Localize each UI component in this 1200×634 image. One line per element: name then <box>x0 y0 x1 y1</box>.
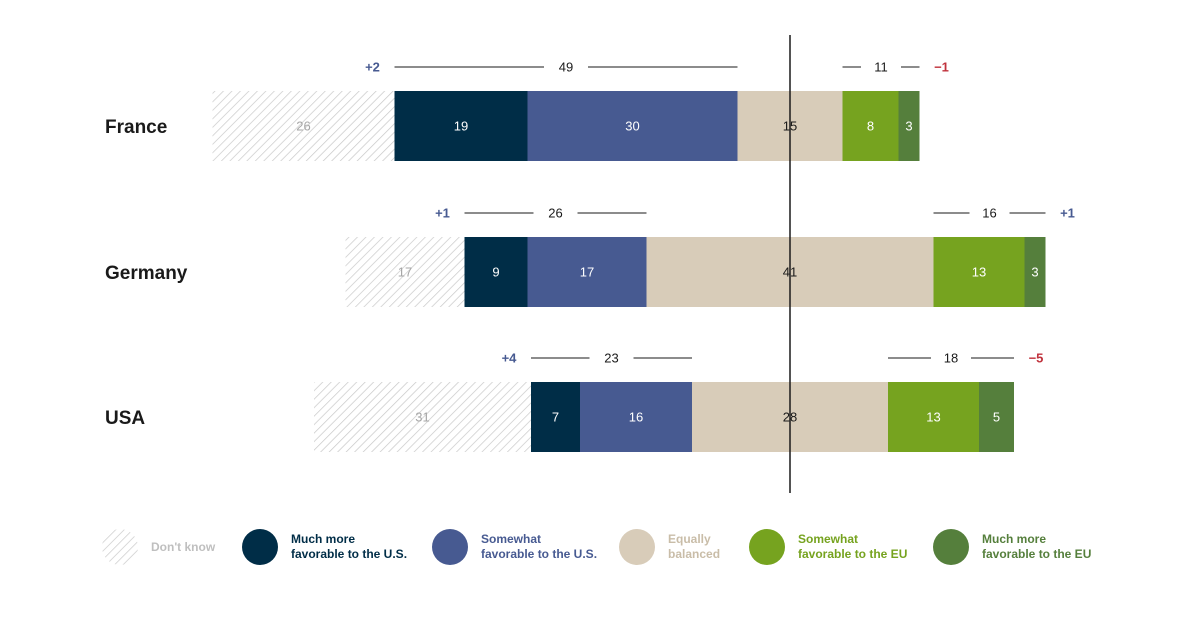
bar-value-label: 31 <box>415 409 429 424</box>
eu-total-label: 18 <box>944 350 958 365</box>
bar-segment-meu <box>898 91 920 161</box>
bar-segment-sus <box>527 91 738 161</box>
legend-label-line: favorable to the EU <box>798 547 907 561</box>
legend-label-mus: Much more favorable to the U.S. <box>291 532 407 561</box>
bar-segment-seu <box>842 91 899 161</box>
bar-value-label: 13 <box>926 409 940 424</box>
legend-label-sus: Somewhat favorable to the U.S. <box>481 532 597 561</box>
bar-value-label: 13 <box>972 264 986 279</box>
bar-value-label: 19 <box>454 118 468 133</box>
legend-label-eq: Equally balanced <box>668 532 720 561</box>
legend-label-line: Much more <box>291 532 355 546</box>
bar-value-label: 3 <box>1031 264 1038 279</box>
bar-value-label: 30 <box>625 118 639 133</box>
eu-change-label: −1 <box>934 59 949 74</box>
legend-label-meu: Much more favorable to the EU <box>982 532 1091 561</box>
bar-segment-dk <box>345 237 465 307</box>
country-label: USA <box>105 408 145 429</box>
bar-segment-mus <box>464 237 528 307</box>
country-label: Germany <box>105 263 188 284</box>
legend-label-line: Much more <box>982 532 1046 546</box>
legend-label-line: Somewhat <box>798 532 858 546</box>
us-change-label: +2 <box>365 59 380 74</box>
bar-value-label: 8 <box>867 118 874 133</box>
legend-swatch-dk <box>102 529 138 565</box>
bar-value-label: 17 <box>398 264 412 279</box>
eu-change-label: +1 <box>1060 205 1075 220</box>
legend-swatch-eq <box>619 529 655 565</box>
bar-segment-sus <box>580 382 692 452</box>
bar-segment-meu <box>979 382 1014 452</box>
bar-segment-dk <box>314 382 531 452</box>
legend-label-dk: Don't know <box>151 540 216 554</box>
bar-value-label: 16 <box>629 409 643 424</box>
legend-label-line: favorable to the U.S. <box>481 547 597 561</box>
bar-value-label: 17 <box>580 264 594 279</box>
us-change-label: +1 <box>435 205 450 220</box>
legend-swatch-mus <box>242 529 278 565</box>
legend-label-line: balanced <box>668 547 720 561</box>
bar-value-label: 7 <box>552 409 559 424</box>
us-total-label: 49 <box>559 59 573 74</box>
bar-value-label: 3 <box>905 118 912 133</box>
legend-label-line: favorable to the EU <box>982 547 1091 561</box>
us-total-label: 23 <box>604 350 618 365</box>
bar-value-label: 5 <box>993 409 1000 424</box>
legend-swatch-seu <box>749 529 785 565</box>
eu-change-label: −5 <box>1029 350 1044 365</box>
bar-segment-seu <box>888 382 979 452</box>
legend-swatch-sus <box>432 529 468 565</box>
country-label: France <box>105 117 167 138</box>
bar-value-label: 26 <box>296 118 310 133</box>
legend-swatch-meu <box>933 529 969 565</box>
legend-label-line: Don't know <box>151 540 216 554</box>
bar-segment-dk <box>212 91 395 161</box>
us-total-label: 26 <box>548 205 562 220</box>
bar-segment-mus <box>531 382 580 452</box>
bar-value-label: 9 <box>492 264 499 279</box>
us-change-label: +4 <box>502 350 518 365</box>
legend-label-line: Equally <box>668 532 711 546</box>
eu-total-label: 16 <box>982 205 996 220</box>
legend-label-seu: Somewhat favorable to the EU <box>798 532 907 561</box>
legend-label-line: favorable to the U.S. <box>291 547 407 561</box>
eu-total-label: 11 <box>874 59 888 74</box>
bar-segment-sus <box>527 237 647 307</box>
bar-segment-mus <box>394 91 528 161</box>
bar-segment-meu <box>1024 237 1046 307</box>
bar-segment-seu <box>933 237 1025 307</box>
legend-label-line: Somewhat <box>481 532 541 546</box>
